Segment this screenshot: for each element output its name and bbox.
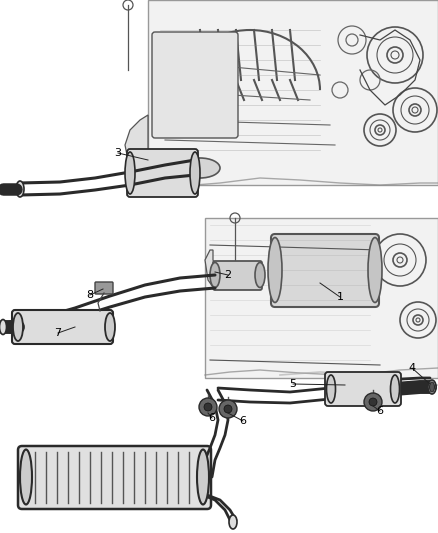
Polygon shape [205, 250, 220, 290]
Ellipse shape [229, 515, 237, 529]
Ellipse shape [13, 313, 23, 341]
Ellipse shape [125, 152, 135, 194]
Circle shape [204, 403, 212, 411]
FancyBboxPatch shape [205, 218, 438, 378]
Text: 6: 6 [377, 406, 384, 416]
FancyBboxPatch shape [148, 0, 438, 185]
Ellipse shape [326, 375, 336, 403]
Ellipse shape [190, 152, 200, 194]
Text: 5: 5 [290, 379, 297, 389]
Circle shape [219, 400, 237, 418]
Circle shape [369, 398, 377, 406]
Text: 6: 6 [240, 416, 247, 426]
Ellipse shape [105, 313, 115, 341]
FancyBboxPatch shape [152, 32, 238, 138]
Text: 1: 1 [336, 292, 343, 302]
Circle shape [364, 393, 382, 411]
Ellipse shape [255, 262, 265, 287]
Ellipse shape [391, 375, 399, 403]
Text: 4: 4 [409, 363, 416, 373]
Text: 2: 2 [224, 270, 232, 280]
FancyBboxPatch shape [18, 446, 211, 509]
Text: 8: 8 [86, 290, 94, 300]
Ellipse shape [430, 382, 434, 392]
Ellipse shape [268, 238, 282, 303]
Ellipse shape [16, 181, 24, 197]
Ellipse shape [368, 238, 382, 303]
FancyBboxPatch shape [325, 372, 401, 406]
FancyBboxPatch shape [12, 310, 113, 344]
Text: 7: 7 [54, 328, 62, 338]
Ellipse shape [20, 449, 32, 505]
Circle shape [224, 405, 232, 413]
FancyBboxPatch shape [271, 234, 379, 307]
Ellipse shape [428, 380, 436, 394]
FancyBboxPatch shape [127, 149, 198, 197]
Circle shape [199, 398, 217, 416]
Ellipse shape [0, 319, 7, 335]
FancyBboxPatch shape [95, 282, 113, 294]
Polygon shape [125, 115, 148, 165]
FancyBboxPatch shape [213, 261, 262, 290]
Text: 6: 6 [208, 413, 215, 423]
Ellipse shape [210, 262, 220, 287]
Ellipse shape [180, 158, 220, 178]
Text: 3: 3 [114, 148, 121, 158]
Ellipse shape [197, 449, 209, 505]
